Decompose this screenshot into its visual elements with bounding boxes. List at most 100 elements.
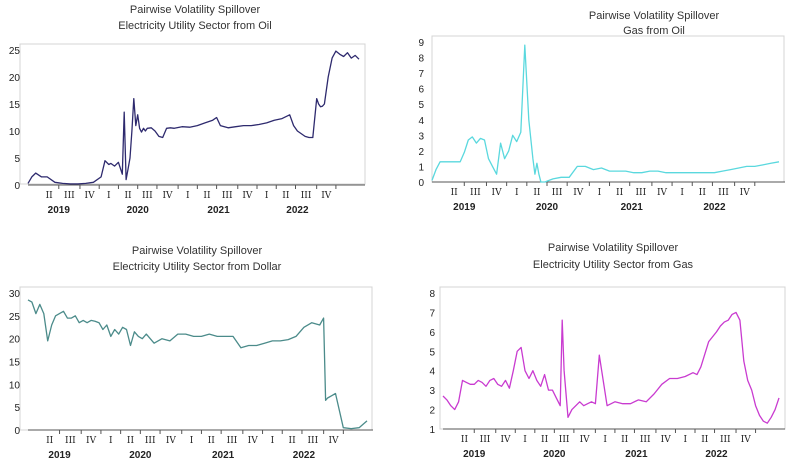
chart-title: Pairwise Volatility Spillover xyxy=(130,4,261,16)
y-tick-label: 6 xyxy=(418,85,424,96)
x-quarter-label: I xyxy=(107,191,111,201)
y-tick-label: 15 xyxy=(9,358,21,369)
x-quarter-label: II xyxy=(46,191,54,201)
x-quarter-label: IV xyxy=(321,191,332,201)
x-year-label: 2022 xyxy=(703,202,726,213)
y-tick-label: 15 xyxy=(9,100,21,111)
x-quarter-label: II xyxy=(289,436,297,446)
y-tick-label: 2 xyxy=(418,147,424,158)
x-year-label: 2020 xyxy=(129,450,152,459)
y-tick-label: 25 xyxy=(9,46,21,57)
x-year-label: 2022 xyxy=(286,205,309,216)
x-quarter-label: II xyxy=(127,436,135,446)
y-tick-label: 7 xyxy=(418,69,424,80)
x-quarter-label: IV xyxy=(248,436,259,446)
x-year-label: 2019 xyxy=(453,202,476,213)
chart-title: Pairwise Volatility Spillover xyxy=(548,242,679,254)
y-tick-label: 5 xyxy=(14,154,20,165)
plot-frame xyxy=(431,35,785,183)
y-tick-label: 8 xyxy=(418,54,424,65)
x-quarter-label: III xyxy=(635,188,646,198)
x-year-label: 2021 xyxy=(625,449,648,459)
x-year-label: 2022 xyxy=(293,450,316,459)
x-quarter-label: I xyxy=(186,191,190,201)
x-quarter-label: II xyxy=(46,436,54,446)
x-quarter-label: III xyxy=(64,191,75,201)
y-tick-label: 25 xyxy=(9,312,21,323)
x-quarter-label: I xyxy=(271,436,275,446)
y-tick-label: 8 xyxy=(429,289,435,300)
y-tick-label: 4 xyxy=(418,116,424,127)
y-tick-label: 20 xyxy=(9,335,21,346)
series-line xyxy=(27,50,360,185)
chart-subtitle: Electricity Utility Sector from Dollar xyxy=(113,261,282,273)
y-tick-label: 7 xyxy=(429,308,435,319)
x-quarter-label: IV xyxy=(573,188,584,198)
x-quarter-label: II xyxy=(701,435,709,445)
x-quarter-label: IV xyxy=(166,436,177,446)
x-year-label: 2020 xyxy=(127,205,150,216)
y-tick-label: 5 xyxy=(429,347,435,358)
x-quarter-label: III xyxy=(65,436,76,446)
x-quarter-label: II xyxy=(282,191,290,201)
x-quarter-label: III xyxy=(227,436,238,446)
chart-panel-1: Pairwise Volatility Spillover Electricity… xyxy=(9,4,366,216)
y-tick-label: 20 xyxy=(9,73,21,84)
y-tick-label: 5 xyxy=(14,403,20,414)
chart-subtitle: Electricity Utility Sector from Gas xyxy=(533,259,694,271)
x-year-label: 2019 xyxy=(48,205,71,216)
x-quarter-label: III xyxy=(145,436,156,446)
x-quarter-label: IV xyxy=(741,435,752,445)
x-quarter-label: I xyxy=(190,436,194,446)
x-quarter-label: IV xyxy=(328,436,339,446)
series-line xyxy=(442,311,780,424)
chart-panel-3: Pairwise Volatility Spillover Electricity… xyxy=(9,245,373,459)
x-year-label: 2022 xyxy=(705,449,728,459)
x-year-label: 2019 xyxy=(48,450,71,459)
x-quarter-label: I xyxy=(683,435,687,445)
y-tick-label: 9 xyxy=(418,38,424,49)
x-quarter-label: IV xyxy=(242,191,253,201)
chart-subtitle: Electricity Utility Sector from Oil xyxy=(118,20,271,32)
x-quarter-label: II xyxy=(203,191,211,201)
plot-frame xyxy=(439,286,786,430)
chart-panel-2: Pairwise Volatility Spillover Gas from Oi… xyxy=(418,10,785,213)
y-tick-label: 0 xyxy=(14,426,20,437)
x-quarter-label: III xyxy=(640,435,651,445)
x-quarter-label: IV xyxy=(740,188,751,198)
y-tick-label: 3 xyxy=(429,386,435,397)
x-quarter-label: IV xyxy=(85,191,96,201)
x-quarter-label: IV xyxy=(162,191,173,201)
y-tick-label: 1 xyxy=(418,162,424,173)
plot-frame xyxy=(19,43,366,185)
x-quarter-label: IV xyxy=(86,436,97,446)
chart-panel-4: Pairwise Volatility Spillover Electricity… xyxy=(429,242,786,459)
x-quarter-label: III xyxy=(552,188,563,198)
y-tick-label: 10 xyxy=(9,127,21,138)
series-line xyxy=(27,299,368,430)
x-quarter-label: I xyxy=(515,188,519,198)
x-quarter-label: II xyxy=(533,188,541,198)
y-tick-label: 4 xyxy=(429,367,435,378)
x-quarter-label: II xyxy=(208,436,216,446)
x-quarter-label: III xyxy=(307,436,318,446)
x-year-label: 2019 xyxy=(463,449,486,459)
x-quarter-label: II xyxy=(699,188,707,198)
y-tick-label: 1 xyxy=(429,425,435,436)
x-quarter-label: III xyxy=(720,435,731,445)
x-quarter-label: III xyxy=(470,188,481,198)
x-quarter-label: IV xyxy=(580,435,591,445)
x-year-label: 2020 xyxy=(536,202,559,213)
x-year-label: 2021 xyxy=(212,450,235,459)
x-quarter-label: II xyxy=(461,435,469,445)
x-quarter-label: III xyxy=(222,191,233,201)
x-quarter-label: IV xyxy=(500,435,511,445)
y-tick-label: 0 xyxy=(418,178,424,189)
x-quarter-label: III xyxy=(559,435,570,445)
chart-title: Pairwise Volatility Spillover xyxy=(132,245,263,257)
chart-subtitle: Gas from Oil xyxy=(623,25,685,37)
y-tick-label: 6 xyxy=(429,328,435,339)
chart-title: Pairwise Volatility Spillover xyxy=(589,10,720,22)
x-quarter-label: I xyxy=(598,188,602,198)
